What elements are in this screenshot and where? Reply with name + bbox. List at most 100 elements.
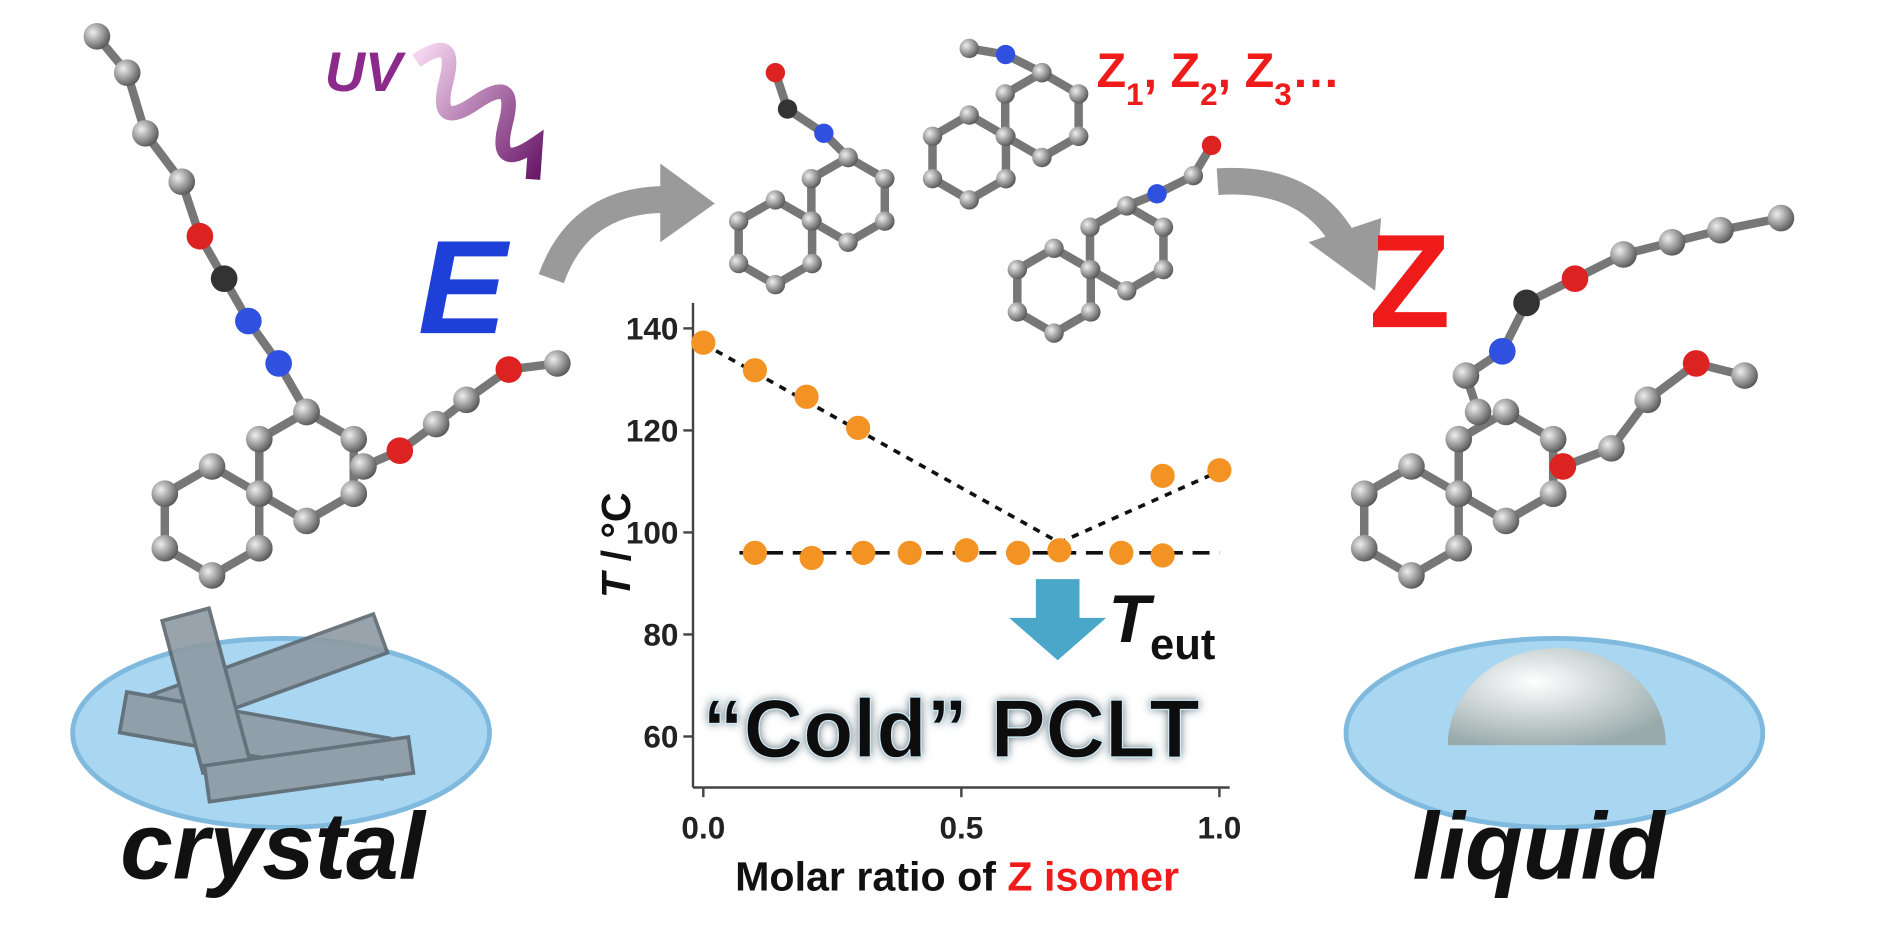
atom [922, 169, 943, 189]
atom [802, 253, 822, 274]
atom [1513, 289, 1540, 317]
atom [1201, 135, 1222, 156]
droplet [1447, 648, 1666, 746]
point [1150, 543, 1175, 568]
crystals [117, 606, 416, 804]
atom [1610, 241, 1637, 268]
atom [1561, 265, 1589, 292]
x-tick-label: 1.0 [1197, 809, 1241, 845]
atom [113, 59, 141, 87]
atom [132, 119, 159, 147]
guide-line [702, 342, 1221, 545]
eutectic-symbol: T [1109, 582, 1156, 657]
atom [453, 386, 480, 414]
ellipsis: … [1292, 44, 1340, 98]
atom [838, 147, 858, 168]
atom [386, 437, 414, 465]
point [851, 540, 876, 565]
isomer-subscript: 2 [1200, 76, 1218, 112]
atom [1032, 63, 1052, 83]
atom [186, 222, 214, 250]
y-tick-label: 140 [626, 310, 679, 346]
uv-wave [412, 42, 544, 180]
atom [198, 562, 226, 589]
isomer-symbol: Z [1171, 44, 1201, 98]
isomer-subscript: 3 [1274, 76, 1292, 112]
atom [1117, 196, 1137, 216]
atom [765, 275, 786, 295]
atom [265, 350, 292, 377]
atom [814, 123, 834, 143]
atom [1147, 184, 1167, 204]
isomer-symbol: Z [1096, 44, 1126, 98]
atom [1445, 425, 1473, 453]
atom [1445, 534, 1472, 562]
atom [198, 453, 226, 480]
atom [1549, 453, 1577, 480]
arrow-head [660, 163, 715, 243]
atom [1032, 147, 1052, 168]
atom [245, 534, 273, 562]
atom [1634, 386, 1662, 414]
atom [1153, 217, 1174, 237]
atom [1398, 453, 1425, 480]
atom [875, 169, 895, 189]
down-arrow [1009, 579, 1107, 661]
atom [728, 211, 749, 231]
atom [340, 480, 368, 508]
atom [543, 350, 571, 377]
z-label: Z [1369, 207, 1450, 356]
liquid-label: liquid [1413, 793, 1667, 899]
atom [875, 211, 895, 231]
atom [959, 105, 979, 125]
decoration [70, 23, 1795, 830]
x-label-highlight: Z isomer [1007, 853, 1179, 899]
point [1047, 538, 1072, 563]
atom [922, 126, 943, 146]
y-tick-label: 60 [643, 718, 678, 754]
atom [210, 265, 238, 292]
atom [340, 425, 368, 453]
chart: 60 80 100 120 140 0.0 0.5 1.0 T / °C Molar ratio … [593, 302, 1241, 899]
y-tick-label: 80 [643, 616, 678, 652]
atom [151, 480, 179, 508]
point [1150, 463, 1175, 488]
atom [1068, 84, 1089, 104]
atom [1117, 281, 1137, 301]
isomer-subscript: 1 [1126, 76, 1144, 112]
y-tick-label: 100 [626, 514, 679, 550]
x-label-text: Molar ratio of [735, 853, 1007, 899]
atom [422, 410, 450, 438]
atom [801, 169, 822, 189]
atom [1452, 362, 1480, 389]
separator: , [1144, 44, 1171, 98]
atom [151, 534, 179, 562]
point [1109, 540, 1134, 565]
atom [245, 425, 273, 453]
atom [1598, 434, 1625, 462]
atom [765, 63, 786, 83]
x-tick-label: 0.5 [939, 809, 983, 845]
atom [1539, 480, 1567, 508]
point [742, 358, 768, 383]
e-label: E [418, 213, 511, 362]
atom [765, 190, 786, 210]
atom [777, 99, 798, 119]
atom [1007, 259, 1028, 280]
atom [728, 253, 749, 274]
x-axis-label: Molar ratio of Z isomer [735, 853, 1179, 899]
point [846, 415, 871, 440]
arrow [538, 186, 680, 284]
atom [1767, 204, 1795, 232]
atom [1682, 350, 1710, 377]
separator: , [1218, 44, 1245, 98]
atom [1081, 302, 1101, 322]
isomer-symbol: Z [1245, 44, 1275, 98]
point [1006, 540, 1031, 565]
y-label-unit: / °C [593, 492, 639, 573]
isomer-list: Z1, Z2, Z3… [1096, 44, 1340, 112]
atom [1488, 338, 1516, 365]
atom [1707, 216, 1734, 244]
atom [1539, 425, 1567, 453]
